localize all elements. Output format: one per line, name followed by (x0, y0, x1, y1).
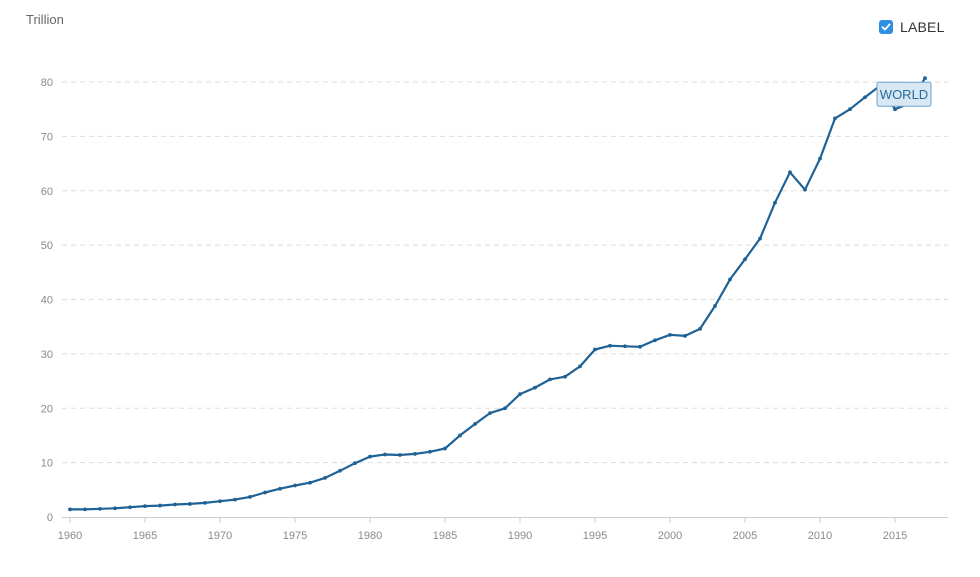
data-point-2011 (833, 116, 837, 121)
data-point-1997 (623, 344, 627, 349)
data-point-1964 (128, 505, 132, 510)
data-point-2015 (893, 107, 897, 112)
data-point-1993 (563, 374, 567, 379)
data-point-1999 (653, 338, 657, 343)
data-point-1976 (308, 480, 312, 485)
data-point-1992 (548, 377, 552, 382)
data-point-2012 (848, 107, 852, 112)
x-tick-label-1960: 1960 (58, 530, 82, 542)
data-point-1973 (263, 490, 267, 495)
data-point-1980 (368, 454, 372, 459)
x-tick-label-1990: 1990 (508, 530, 532, 542)
data-point-1974 (278, 486, 282, 491)
data-point-1985 (443, 446, 447, 451)
data-point-1990 (518, 392, 522, 397)
x-tick-label-1980: 1980 (358, 530, 382, 542)
data-point-1968 (188, 502, 192, 506)
x-tick-label-1975: 1975 (283, 530, 307, 542)
data-point-2013 (863, 95, 867, 100)
x-tick-labels: 1960 1965 1970 1975 1980 1985 1990 1995 2000 2005… (58, 530, 907, 542)
data-point-1963 (113, 506, 117, 511)
series-tag: WORLD (876, 81, 932, 107)
x-tick-label-2005: 2005 (733, 530, 757, 542)
x-tick-label-2010: 2010 (808, 530, 832, 542)
data-point-1991 (533, 385, 537, 390)
data-point-1977 (323, 475, 327, 480)
data-point-1984 (428, 449, 432, 454)
data-point-1979 (353, 461, 357, 466)
checkmark-icon (881, 23, 891, 31)
x-tick-label-1965: 1965 (133, 530, 157, 542)
y-tick-label-20: 20 (41, 403, 53, 415)
data-point-1987 (473, 422, 477, 426)
y-tick-label-80: 80 (41, 77, 53, 89)
y-tick-label-50: 50 (41, 240, 53, 252)
data-point-1969 (203, 500, 207, 505)
x-tick-label-1970: 1970 (208, 530, 232, 542)
data-point-1978 (338, 468, 342, 473)
label-toggle-text: LABEL (900, 19, 945, 35)
data-point-1967 (173, 502, 177, 507)
axes (62, 517, 948, 523)
data-point-1998 (638, 344, 642, 349)
data-point-1989 (503, 406, 507, 411)
label-toggle[interactable]: LABEL (879, 19, 945, 35)
data-point-1996 (608, 343, 612, 348)
data-point-1975 (293, 483, 297, 488)
data-point-2006 (758, 236, 762, 241)
y-tick-label-30: 30 (41, 349, 53, 361)
data-point-2010 (818, 156, 822, 161)
data-point-1965 (143, 504, 147, 509)
y-axis-unit-label: Trillion (26, 12, 64, 27)
data-point-2005 (743, 257, 747, 262)
data-point-1966 (158, 503, 162, 508)
data-point-1986 (458, 433, 462, 438)
data-point-2007 (773, 200, 777, 205)
y-tick-label-60: 60 (41, 186, 53, 198)
label-checkbox[interactable] (879, 20, 893, 34)
data-point-1971 (233, 497, 237, 502)
data-point-1960 (68, 507, 72, 512)
x-tick-label-2000: 2000 (658, 530, 682, 542)
series-tag-box (876, 81, 932, 107)
data-point-1981 (383, 452, 387, 457)
x-tick-label-1995: 1995 (583, 530, 607, 542)
data-point-1994 (578, 364, 582, 369)
data-point-2003 (713, 304, 717, 308)
data-point-2008 (788, 170, 792, 175)
data-point-2000 (668, 332, 672, 337)
data-point-2017 (923, 76, 927, 81)
data-point-1962 (98, 506, 102, 511)
series-tag-label: WORLD (880, 87, 928, 102)
data-point-1995 (593, 347, 597, 352)
data-point-1983 (413, 452, 417, 456)
data-point-2001 (683, 334, 687, 338)
y-tick-labels: 0 10 20 30 40 50 60 70 80 (41, 77, 53, 524)
data-point-1961 (83, 507, 87, 512)
x-tick-label-1985: 1985 (433, 530, 457, 542)
y-tick-label-0: 0 (47, 512, 53, 524)
x-tick-label-2015: 2015 (883, 530, 907, 542)
data-point-2009 (803, 187, 807, 192)
y-tick-label-70: 70 (41, 131, 53, 143)
data-point-1982 (398, 453, 402, 457)
grid-lines (62, 81, 948, 464)
data-point-1972 (248, 494, 252, 499)
series-world (68, 76, 927, 512)
series-line-world (68, 77, 927, 511)
data-point-2002 (698, 326, 702, 331)
data-point-1988 (488, 411, 492, 416)
data-point-1970 (218, 499, 222, 504)
data-point-2004 (728, 277, 732, 282)
y-tick-label-40: 40 (41, 295, 53, 307)
y-tick-label-10: 10 (41, 458, 53, 470)
